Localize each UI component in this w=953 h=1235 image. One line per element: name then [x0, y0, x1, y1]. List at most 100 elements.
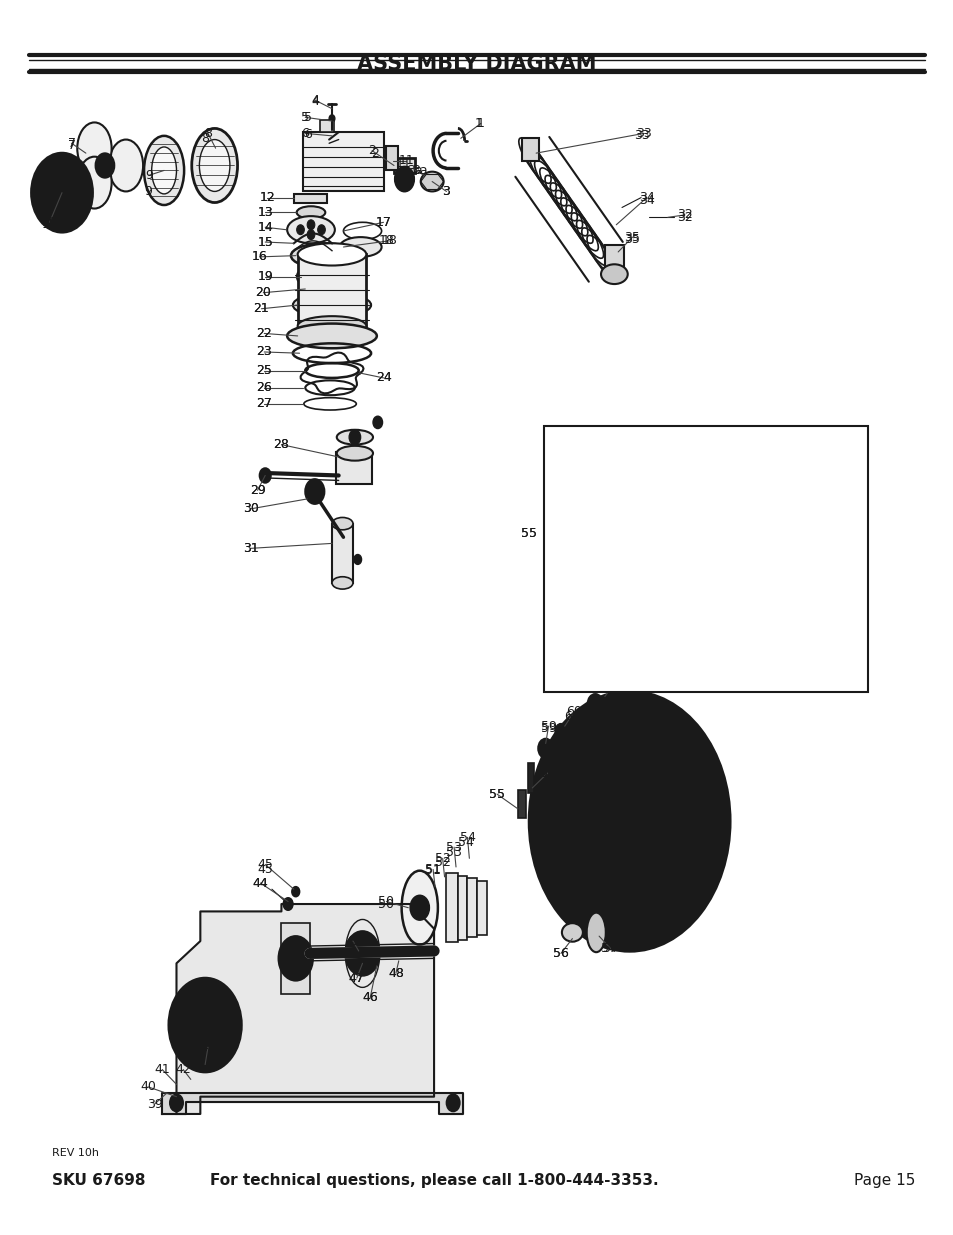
Circle shape	[555, 724, 566, 739]
Text: 61: 61	[610, 673, 625, 685]
Text: 46: 46	[362, 992, 377, 1004]
Text: 52: 52	[435, 856, 450, 868]
Text: 18: 18	[378, 235, 394, 247]
Text: 23: 23	[256, 346, 272, 358]
Text: 1: 1	[476, 117, 484, 130]
Text: 34: 34	[639, 194, 654, 206]
Text: 28: 28	[274, 438, 289, 451]
Circle shape	[598, 490, 612, 508]
Text: 51: 51	[425, 864, 440, 877]
Circle shape	[292, 887, 299, 897]
Text: 60: 60	[564, 710, 579, 722]
Text: 17: 17	[375, 216, 391, 228]
Ellipse shape	[336, 446, 373, 461]
Circle shape	[57, 186, 67, 199]
Text: 30: 30	[243, 503, 258, 515]
Text: 24: 24	[375, 372, 391, 384]
Text: 48: 48	[388, 967, 403, 979]
Text: 10: 10	[42, 219, 57, 231]
Text: 17: 17	[375, 216, 391, 228]
Text: 5: 5	[304, 111, 312, 124]
Bar	[517, 790, 525, 818]
Circle shape	[335, 530, 351, 550]
Bar	[303, 132, 384, 191]
Circle shape	[305, 479, 324, 504]
Circle shape	[345, 931, 379, 976]
Text: 3a: 3a	[407, 164, 422, 177]
Text: 2: 2	[368, 144, 375, 157]
Bar	[183, 998, 227, 1052]
Text: 14: 14	[257, 221, 273, 233]
Text: 1: 1	[475, 117, 482, 130]
Text: 21: 21	[253, 303, 269, 315]
Text: 8: 8	[201, 132, 209, 144]
Text: 27: 27	[256, 398, 272, 410]
Ellipse shape	[144, 136, 184, 205]
Text: 26: 26	[256, 382, 272, 394]
Text: 21: 21	[253, 303, 269, 315]
Text: 47: 47	[349, 972, 364, 984]
Text: 24: 24	[375, 372, 391, 384]
Bar	[521, 138, 538, 161]
Text: 55: 55	[520, 527, 536, 540]
Text: 56: 56	[553, 947, 568, 960]
Text: 55: 55	[520, 527, 536, 540]
Text: 31: 31	[243, 542, 258, 555]
Bar	[457, 876, 467, 940]
Ellipse shape	[152, 147, 176, 194]
Bar	[600, 548, 606, 568]
Text: 48: 48	[388, 967, 403, 979]
Text: 6: 6	[304, 128, 312, 141]
Circle shape	[548, 716, 710, 926]
Bar	[281, 923, 310, 994]
Text: 11: 11	[398, 154, 414, 167]
Ellipse shape	[77, 122, 112, 174]
Text: 54: 54	[459, 831, 475, 844]
Text: 15: 15	[257, 236, 273, 248]
Circle shape	[169, 978, 241, 1072]
Circle shape	[446, 1094, 459, 1112]
Text: 3: 3	[442, 185, 450, 198]
Text: 22: 22	[256, 327, 272, 340]
Ellipse shape	[586, 913, 605, 952]
Bar	[294, 194, 327, 203]
Circle shape	[317, 225, 325, 235]
Text: 60: 60	[566, 705, 581, 718]
Text: 10: 10	[42, 216, 57, 228]
Text: 50: 50	[378, 898, 394, 910]
Circle shape	[307, 220, 314, 230]
Circle shape	[296, 270, 306, 283]
Text: 55: 55	[489, 788, 504, 800]
Text: 13: 13	[257, 206, 273, 219]
Text: 55b: 55b	[740, 498, 765, 510]
Text: 45: 45	[257, 863, 273, 876]
Circle shape	[296, 225, 304, 235]
Text: 35: 35	[624, 231, 639, 243]
Text: 4: 4	[311, 94, 318, 106]
Text: 6: 6	[301, 127, 309, 140]
Text: 55b: 55b	[740, 597, 765, 609]
FancyBboxPatch shape	[543, 426, 867, 692]
Polygon shape	[162, 1093, 462, 1114]
Bar	[305, 279, 309, 291]
Text: 54: 54	[457, 836, 473, 848]
Bar	[335, 452, 372, 484]
Text: 11: 11	[395, 157, 411, 169]
Text: 20: 20	[255, 287, 271, 299]
Bar	[638, 469, 643, 489]
Text: 4: 4	[311, 95, 318, 107]
Bar	[394, 158, 415, 173]
Text: 41: 41	[154, 1063, 170, 1076]
Text: 61: 61	[608, 676, 623, 688]
Text: 18: 18	[381, 235, 396, 247]
Ellipse shape	[77, 157, 112, 209]
Text: 55a: 55a	[741, 457, 764, 469]
Ellipse shape	[291, 243, 357, 268]
Text: 33: 33	[636, 127, 651, 140]
Text: 26: 26	[256, 382, 272, 394]
Circle shape	[599, 594, 609, 606]
Ellipse shape	[336, 430, 373, 445]
Ellipse shape	[297, 316, 366, 336]
Ellipse shape	[293, 293, 371, 317]
Bar	[386, 146, 397, 170]
